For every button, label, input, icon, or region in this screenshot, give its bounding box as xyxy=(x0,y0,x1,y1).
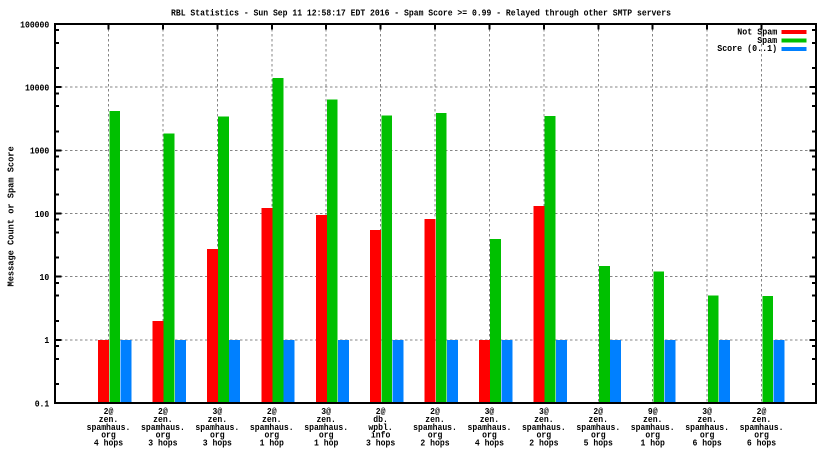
svg-text:1 hop: 1 hop xyxy=(314,437,339,448)
svg-text:2@: 2@ xyxy=(376,406,386,417)
svg-text:2 hops: 2 hops xyxy=(420,437,449,448)
svg-text:2@: 2@ xyxy=(267,406,277,417)
svg-text:zen.: zen. xyxy=(262,414,281,425)
svg-text:org: org xyxy=(156,430,171,441)
svg-text:2@: 2@ xyxy=(757,406,767,417)
svg-text:spamhaus.: spamhaus. xyxy=(304,422,348,433)
svg-text:3 hops: 3 hops xyxy=(366,437,395,448)
svg-text:org: org xyxy=(537,430,552,441)
svg-text:spamhaus.: spamhaus. xyxy=(740,422,784,433)
svg-text:org: org xyxy=(428,430,443,441)
svg-text:org: org xyxy=(210,430,225,441)
svg-text:spamhaus.: spamhaus. xyxy=(576,422,620,433)
svg-text:spamhaus.: spamhaus. xyxy=(87,422,131,433)
svg-text:3@: 3@ xyxy=(539,406,549,417)
svg-text:1000: 1000 xyxy=(30,146,50,157)
svg-text:spamhaus.: spamhaus. xyxy=(250,422,294,433)
svg-text:Score (0..1): Score (0..1) xyxy=(717,43,777,54)
svg-text:spamhaus.: spamhaus. xyxy=(413,422,457,433)
svg-text:2@: 2@ xyxy=(158,406,168,417)
svg-text:9@: 9@ xyxy=(648,406,658,417)
svg-text:1 hop: 1 hop xyxy=(260,437,285,448)
svg-text:10: 10 xyxy=(40,272,50,283)
svg-text:RBL Statistics - Sun Sep 11 12: RBL Statistics - Sun Sep 11 12:58:17 EDT… xyxy=(171,8,671,19)
svg-text:zen.: zen. xyxy=(589,414,608,425)
svg-text:zen.: zen. xyxy=(480,414,499,425)
svg-text:spamhaus.: spamhaus. xyxy=(141,422,185,433)
svg-text:wpbl.: wpbl. xyxy=(368,422,392,433)
svg-text:2@: 2@ xyxy=(430,406,440,417)
svg-text:spamhaus.: spamhaus. xyxy=(685,422,729,433)
svg-text:zen.: zen. xyxy=(534,414,553,425)
svg-text:3 hops: 3 hops xyxy=(148,437,177,448)
svg-text:0.1: 0.1 xyxy=(35,398,50,409)
svg-text:zen.: zen. xyxy=(697,414,716,425)
svg-text:Message Count or Spam Score: Message Count or Spam Score xyxy=(6,146,17,286)
svg-text:3@: 3@ xyxy=(485,406,495,417)
svg-text:zen.: zen. xyxy=(99,414,118,425)
svg-text:org: org xyxy=(101,430,116,441)
svg-text:spamhaus.: spamhaus. xyxy=(195,422,239,433)
svg-text:3@: 3@ xyxy=(702,406,712,417)
svg-text:3@: 3@ xyxy=(212,406,222,417)
svg-text:1 hop: 1 hop xyxy=(641,437,666,448)
svg-text:org: org xyxy=(700,430,715,441)
svg-text:2 hops: 2 hops xyxy=(529,437,558,448)
svg-text:info: info xyxy=(371,430,391,441)
svg-text:100000: 100000 xyxy=(20,19,49,30)
svg-text:100: 100 xyxy=(35,209,50,220)
svg-text:2@: 2@ xyxy=(593,406,603,417)
svg-text:4 hops: 4 hops xyxy=(94,437,123,448)
svg-text:Not Spam: Not Spam xyxy=(737,27,777,38)
svg-text:org: org xyxy=(319,430,334,441)
svg-text:4 hops: 4 hops xyxy=(475,437,504,448)
svg-text:db.: db. xyxy=(373,414,388,425)
svg-text:zen.: zen. xyxy=(316,414,335,425)
svg-text:spamhaus.: spamhaus. xyxy=(631,422,675,433)
svg-text:zen.: zen. xyxy=(153,414,172,425)
svg-text:zen.: zen. xyxy=(643,414,662,425)
svg-text:5 hops: 5 hops xyxy=(584,437,613,448)
svg-text:zen.: zen. xyxy=(208,414,227,425)
svg-text:org: org xyxy=(482,430,497,441)
svg-text:Spam: Spam xyxy=(757,35,777,46)
svg-text:spamhaus.: spamhaus. xyxy=(468,422,512,433)
svg-text:zen.: zen. xyxy=(752,414,771,425)
svg-text:10000: 10000 xyxy=(25,82,50,93)
svg-text:3 hops: 3 hops xyxy=(203,437,232,448)
svg-text:org: org xyxy=(264,430,279,441)
svg-text:org: org xyxy=(591,430,606,441)
svg-text:2@: 2@ xyxy=(104,406,114,417)
svg-text:zen.: zen. xyxy=(425,414,444,425)
svg-text:org: org xyxy=(645,430,660,441)
svg-text:1: 1 xyxy=(44,335,49,346)
svg-text:3@: 3@ xyxy=(321,406,331,417)
svg-text:spamhaus.: spamhaus. xyxy=(522,422,566,433)
svg-text:6 hops: 6 hops xyxy=(747,437,776,448)
svg-text:org: org xyxy=(754,430,769,441)
svg-text:6 hops: 6 hops xyxy=(693,437,722,448)
